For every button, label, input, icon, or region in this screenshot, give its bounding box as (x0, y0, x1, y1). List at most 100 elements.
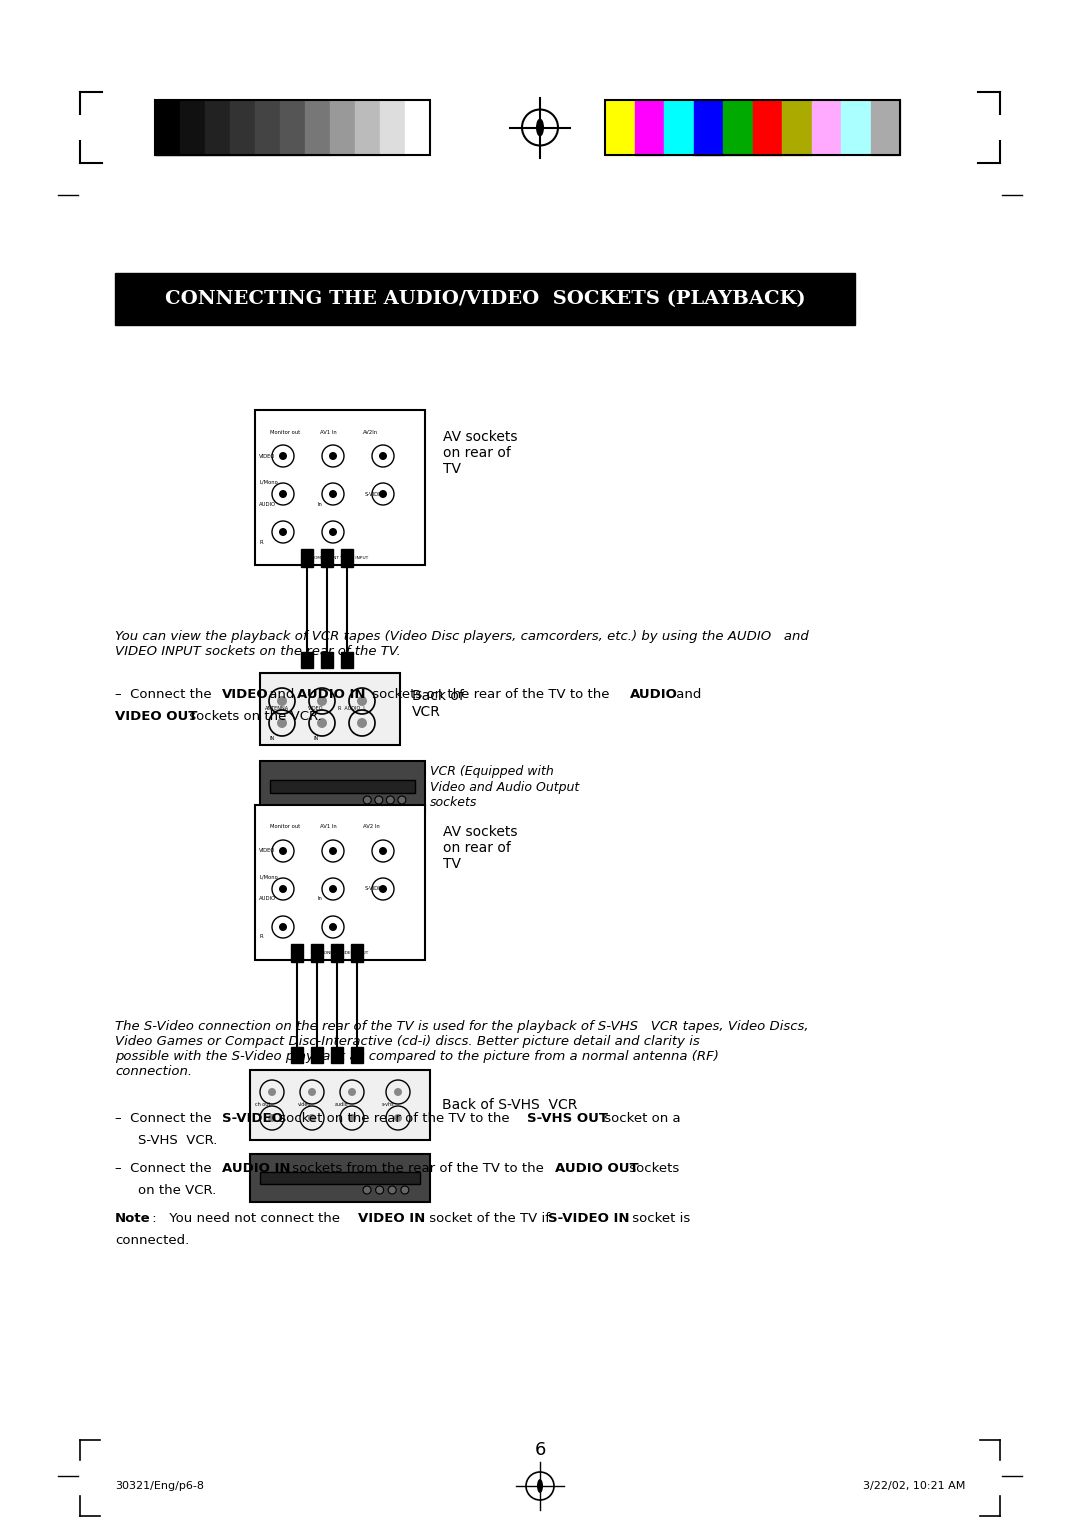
Bar (870, 99, 900, 154)
Bar (305, 99, 330, 154)
Text: You can view the playback of VCR tapes (Video Disc players, camcorders, etc.) by: You can view the playback of VCR tapes (… (114, 630, 809, 659)
Circle shape (379, 490, 387, 498)
Text: AV1 In: AV1 In (320, 429, 337, 434)
Bar (723, 99, 753, 154)
Bar (311, 944, 323, 963)
Bar (291, 944, 303, 963)
Text: socket is: socket is (627, 1212, 690, 1225)
Bar (330, 944, 343, 963)
Text: 30321/Eng/p6-8: 30321/Eng/p6-8 (114, 1481, 204, 1491)
Text: Back of
VCR: Back of VCR (411, 689, 464, 720)
Text: video: video (298, 1103, 311, 1108)
Text: –  Connect the: – Connect the (114, 1112, 216, 1125)
Bar (156, 99, 430, 154)
Bar (280, 99, 305, 154)
Text: sockets from the rear of the TV to the: sockets from the rear of the TV to the (288, 1161, 549, 1175)
Text: audio: audio (335, 1103, 349, 1108)
Ellipse shape (537, 1479, 543, 1493)
Circle shape (268, 1114, 276, 1122)
Bar (270, 779, 415, 793)
Bar (693, 99, 723, 154)
Text: L/Mono: L/Mono (259, 480, 278, 484)
Bar (260, 1172, 420, 1184)
Circle shape (329, 490, 337, 498)
Text: COMPONENT VIDEO INPUT: COMPONENT VIDEO INPUT (311, 556, 368, 559)
Text: Monitor out: Monitor out (270, 429, 300, 434)
Circle shape (279, 490, 287, 498)
Circle shape (397, 796, 406, 804)
Circle shape (379, 885, 387, 892)
Text: S-VIDEO: S-VIDEO (365, 886, 387, 891)
Bar (260, 761, 426, 813)
Circle shape (394, 1088, 402, 1096)
Text: VIDEO: VIDEO (222, 688, 269, 701)
Text: COMPONENT VIDEO INPUT: COMPONENT VIDEO INPUT (311, 950, 368, 955)
Bar (291, 1047, 303, 1063)
Circle shape (279, 885, 287, 892)
Text: connected.: connected. (114, 1235, 189, 1247)
Text: on the VCR.: on the VCR. (138, 1184, 216, 1196)
Bar (180, 99, 205, 154)
Bar (255, 410, 426, 565)
Bar (230, 99, 255, 154)
Text: S-VHS  VCR.: S-VHS VCR. (138, 1134, 217, 1148)
Text: AV sockets
on rear of
TV: AV sockets on rear of TV (443, 825, 517, 871)
Circle shape (379, 847, 387, 856)
Text: R: R (259, 539, 262, 544)
Circle shape (379, 452, 387, 460)
Bar (635, 99, 664, 154)
Text: socket on the rear of the TV to the: socket on the rear of the TV to the (275, 1112, 514, 1125)
Text: ANTENNA: ANTENNA (265, 706, 289, 712)
Circle shape (329, 452, 337, 460)
Bar (782, 99, 811, 154)
Bar (351, 1047, 363, 1063)
Text: S-VIDEO: S-VIDEO (365, 492, 387, 497)
Bar (205, 99, 230, 154)
Bar (301, 549, 313, 567)
Text: AUDIO: AUDIO (259, 501, 276, 506)
Text: AUDIO IN: AUDIO IN (297, 688, 365, 701)
Text: VIDEO IN: VIDEO IN (357, 1212, 426, 1225)
Text: VIDEO: VIDEO (308, 706, 324, 712)
Bar (341, 652, 353, 668)
Text: 3/22/02, 10:21 AM: 3/22/02, 10:21 AM (863, 1481, 966, 1491)
Circle shape (394, 1114, 402, 1122)
Text: socket on a: socket on a (600, 1112, 680, 1125)
Bar (321, 652, 333, 668)
Circle shape (329, 847, 337, 856)
Text: ch out: ch out (255, 1103, 270, 1108)
Text: VIDEO: VIDEO (259, 848, 275, 854)
Bar (605, 99, 635, 154)
Text: CONNECTING THE AUDIO/VIDEO  SOCKETS (PLAYBACK): CONNECTING THE AUDIO/VIDEO SOCKETS (PLAY… (164, 290, 806, 309)
Text: IN: IN (270, 735, 275, 741)
Bar (255, 99, 280, 154)
Circle shape (388, 1186, 396, 1193)
Text: 6: 6 (535, 1441, 545, 1459)
Bar (311, 1047, 323, 1063)
Text: VIDEO OUT: VIDEO OUT (114, 711, 198, 723)
Text: AUDIO: AUDIO (630, 688, 678, 701)
Text: AV2 In: AV2 In (363, 825, 380, 830)
Text: –  Connect the: – Connect the (114, 1161, 216, 1175)
Text: :   You need not connect the: : You need not connect the (148, 1212, 345, 1225)
Circle shape (268, 1088, 276, 1096)
Text: Monitor out: Monitor out (270, 825, 300, 830)
Text: sockets on the rear of the TV to the: sockets on the rear of the TV to the (368, 688, 613, 701)
Bar (355, 99, 380, 154)
Circle shape (279, 847, 287, 856)
Text: S-VIDEO: S-VIDEO (222, 1112, 283, 1125)
Circle shape (329, 885, 337, 892)
Text: AUDIO: AUDIO (259, 897, 276, 902)
Bar (114, 274, 855, 325)
Text: Back of S-VHS  VCR: Back of S-VHS VCR (442, 1099, 578, 1112)
Bar (156, 99, 180, 154)
Text: s-vhs: s-vhs (382, 1103, 394, 1108)
Circle shape (348, 1088, 356, 1096)
Circle shape (329, 923, 337, 931)
Text: sockets: sockets (625, 1161, 679, 1175)
Circle shape (363, 796, 372, 804)
Bar (321, 549, 333, 567)
Circle shape (318, 718, 327, 727)
Text: In: In (318, 501, 322, 506)
Bar (260, 672, 400, 746)
